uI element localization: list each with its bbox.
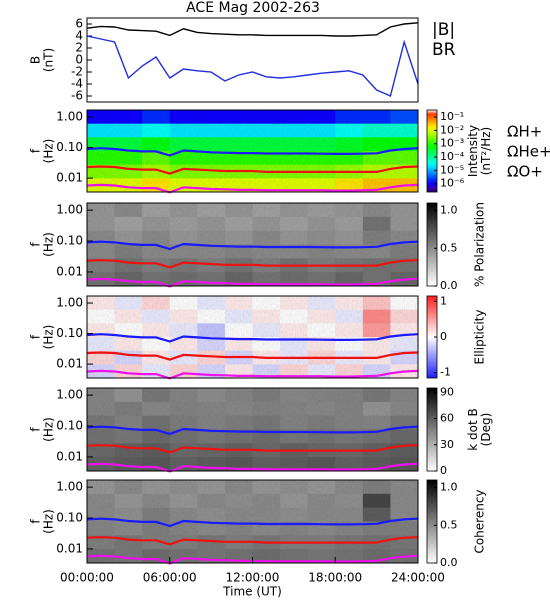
colorbar-tick-label: 0 [440,330,447,343]
y-axis-label: (Hz) [42,139,56,164]
x-tick-label: 18:00:00 [308,571,362,585]
y-axis-label: f [29,519,43,524]
gyrofrequency-line [86,444,419,454]
y-tick-label: 0.10 [56,140,83,154]
panel-frame [86,109,419,193]
y-tick-label: 0.10 [56,326,83,340]
colorbar [426,479,438,564]
legend-entry: |B| [432,20,455,40]
colorbar-label: Intensity [466,125,480,177]
gyrofrequency-line [86,462,419,473]
colorbar-tick-label: 0.0 [440,279,458,292]
y-tick-label: 0.01 [56,171,83,185]
y-tick-label: -2 [71,65,83,79]
y-tick-label: 1.00 [56,110,83,124]
panel-frame [86,17,419,103]
x-tick-label: 12:00:00 [226,571,280,585]
gyrofrequency-line [86,165,419,175]
y-tick-label: 2 [75,41,83,55]
colorbar-tick-label: 10⁻¹ [440,110,464,123]
colorbar-tick-label: 90 [440,385,454,398]
y-tick-label: 0.10 [56,419,83,433]
gyrofrequency-line [86,369,419,380]
colorbar-label: (Deg) [479,413,493,447]
colorbar-tick-label: 10⁻² [440,123,464,136]
legend-entry: BR [432,40,456,60]
x-axis-label: Time (UT) [222,585,282,599]
colorbar-tick-label: 1.0 [440,481,458,494]
y-tick-label: 6 [75,17,83,31]
y-tick-label: -6 [71,89,83,103]
colorbar-tick-label: 0.0 [440,556,458,569]
y-axis-label: f [29,427,43,432]
gyrofrequency-line [86,351,419,361]
legend-entry: ΩH+ [507,123,542,141]
colorbar-label: % Polarization [473,202,487,287]
data-line [86,22,419,37]
y-axis-label: (Hz) [42,232,56,257]
gyrofrequency-line [86,536,419,546]
gyrofrequency-line [86,183,419,194]
panel-frame [86,202,419,287]
colorbar-tick-label: 1.0 [440,204,458,217]
y-tick-label: 0.10 [56,234,83,248]
colorbar-tick-label: -1 [440,366,451,379]
y-tick-label: 1.00 [56,296,83,310]
y-tick-label: 1.00 [56,388,83,402]
gyrofrequency-line [86,333,419,343]
y-tick-label: 0.01 [56,541,83,555]
gyrofrequency-line [86,425,419,436]
y-tick-label: 1.00 [56,480,83,494]
gyrofrequency-line [86,147,419,157]
y-axis-label: (Hz) [42,509,56,534]
y-tick-label: 0.01 [56,264,83,278]
colorbar [426,387,438,472]
legend-entry: ΩO+ [507,163,543,181]
colorbar-tick-label: 10⁻⁶ [440,177,465,190]
panel-frame [86,479,419,564]
y-axis-label: (nT) [42,48,56,72]
chart-title: ACE Mag 2002-263 [186,0,320,16]
y-axis-label: f [29,242,43,247]
gyrofrequency-line [86,277,419,288]
x-tick-label: 24:00:00 [391,571,445,585]
colorbar-label: (nT²/Hz) [479,127,493,175]
panel-frame [86,387,419,472]
colorbar [426,202,438,287]
colorbar-tick-label: 30 [440,438,454,451]
gyrofrequency-line [86,517,419,528]
y-tick-label: 4 [75,29,83,43]
colorbar-label: Ellipticity [473,310,487,365]
y-axis-label: (Hz) [42,325,56,350]
colorbar-tick-label: 10⁻⁴ [440,150,465,163]
colorbar-tick-label: 1 [440,294,447,307]
colorbar-tick-label: 10⁻³ [440,137,464,150]
colorbar-tick-label: 60 [440,412,454,425]
x-tick-label: 00:00:00 [60,571,114,585]
colorbar-label: k dot B [466,408,480,450]
colorbar-tick-label: 10⁻⁵ [440,163,464,176]
colorbar-label: Coherency [473,489,487,553]
y-tick-label: 0.01 [56,357,83,371]
colorbar-tick-label: 0.5 [440,518,458,531]
gyrofrequency-line [86,240,419,251]
colorbar-tick-label: 0.5 [440,241,458,254]
x-tick-label: 06:00:00 [143,571,197,585]
y-tick-label: 0.10 [56,511,83,525]
gyrofrequency-line [86,259,419,269]
colorbar-tick-label: 0 [440,464,447,477]
colorbar [426,109,438,193]
legend-entry: ΩHe+ [507,143,550,161]
y-tick-label: 1.00 [56,203,83,217]
panel-frame [86,295,419,379]
y-axis-label: f [29,148,43,153]
y-axis-label: f [29,334,43,339]
data-line [86,35,419,97]
y-axis-label: (Hz) [42,417,56,442]
y-tick-label: 0 [75,53,83,67]
y-tick-label: -4 [71,77,83,91]
y-axis-label: B [29,56,43,64]
y-tick-label: 0.01 [56,449,83,463]
